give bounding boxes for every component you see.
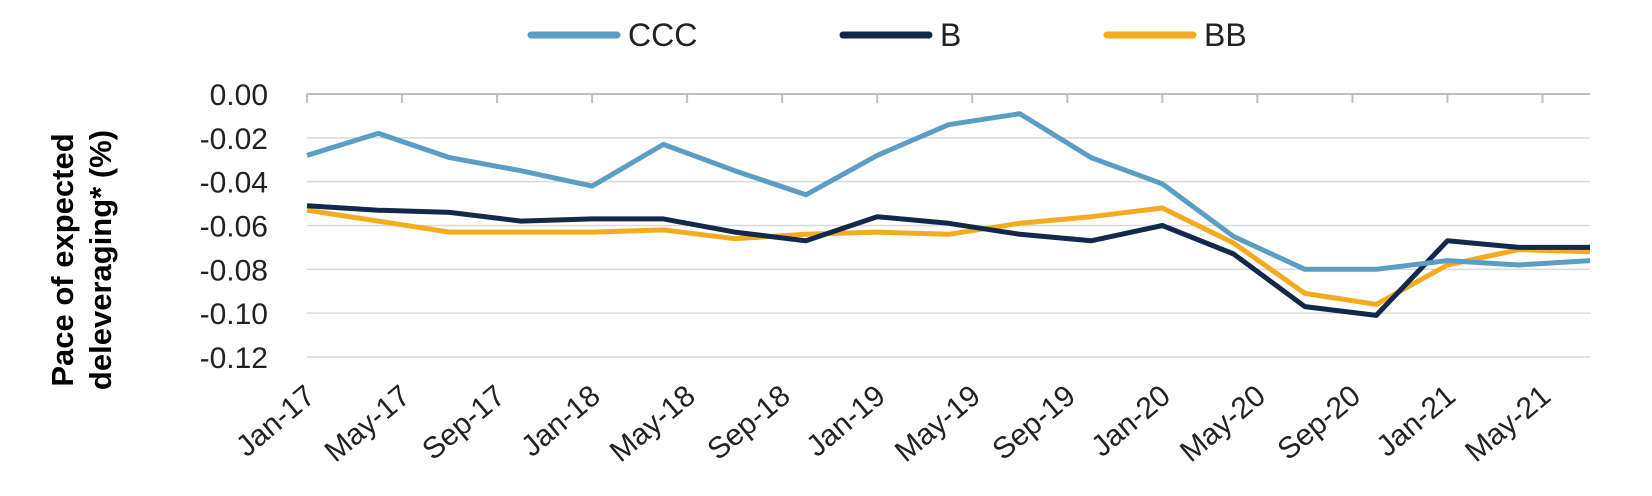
x-tick-label: May-21 <box>1459 379 1557 469</box>
y-tick-label: -0.12 <box>200 342 268 375</box>
x-tick-label: May-18 <box>604 379 702 469</box>
x-tick-label: May-20 <box>1174 379 1272 469</box>
y-tick-label: -0.08 <box>200 254 268 287</box>
series-line-bb <box>306 205 1591 307</box>
y-tick-label: -0.04 <box>200 167 268 200</box>
y-tick-label: 0.00 <box>210 79 268 112</box>
x-tick-label: Sep-18 <box>701 379 796 466</box>
legend: CCC B BB <box>527 17 1247 53</box>
gridlines <box>307 93 1590 358</box>
x-tick-label: Jan-21 <box>1370 379 1461 463</box>
legend-label-b: B <box>940 17 961 53</box>
x-tick-label: Sep-19 <box>986 379 1081 466</box>
series-lines <box>306 111 1591 318</box>
y-axis-ticks: 0.00 -0.02 -0.04 -0.06 -0.08 -0.10 -0.12 <box>200 79 268 375</box>
y-axis-title-line-1: Pace of expected <box>45 133 80 386</box>
y-axis-title-line-2: deleveraging* (%) <box>83 130 118 390</box>
x-tick-label: May-17 <box>319 379 417 469</box>
x-tick-label: Jan-17 <box>230 379 321 463</box>
x-tick-label: Jan-19 <box>800 379 891 463</box>
series-line-b <box>306 203 1590 318</box>
x-tick-label: May-19 <box>889 379 987 469</box>
x-tick-label: Sep-20 <box>1272 379 1367 466</box>
x-tick-label: Jan-20 <box>1085 379 1176 463</box>
x-tick-label: Jan-18 <box>515 379 606 463</box>
y-tick-label: -0.02 <box>200 123 268 156</box>
x-tick-label: Sep-17 <box>416 379 511 466</box>
series-line-ccc <box>306 111 1591 272</box>
legend-label-bb: BB <box>1204 17 1247 53</box>
y-tick-label: -0.06 <box>200 211 268 244</box>
y-tick-label: -0.10 <box>200 298 268 331</box>
legend-label-ccc: CCC <box>628 17 697 53</box>
